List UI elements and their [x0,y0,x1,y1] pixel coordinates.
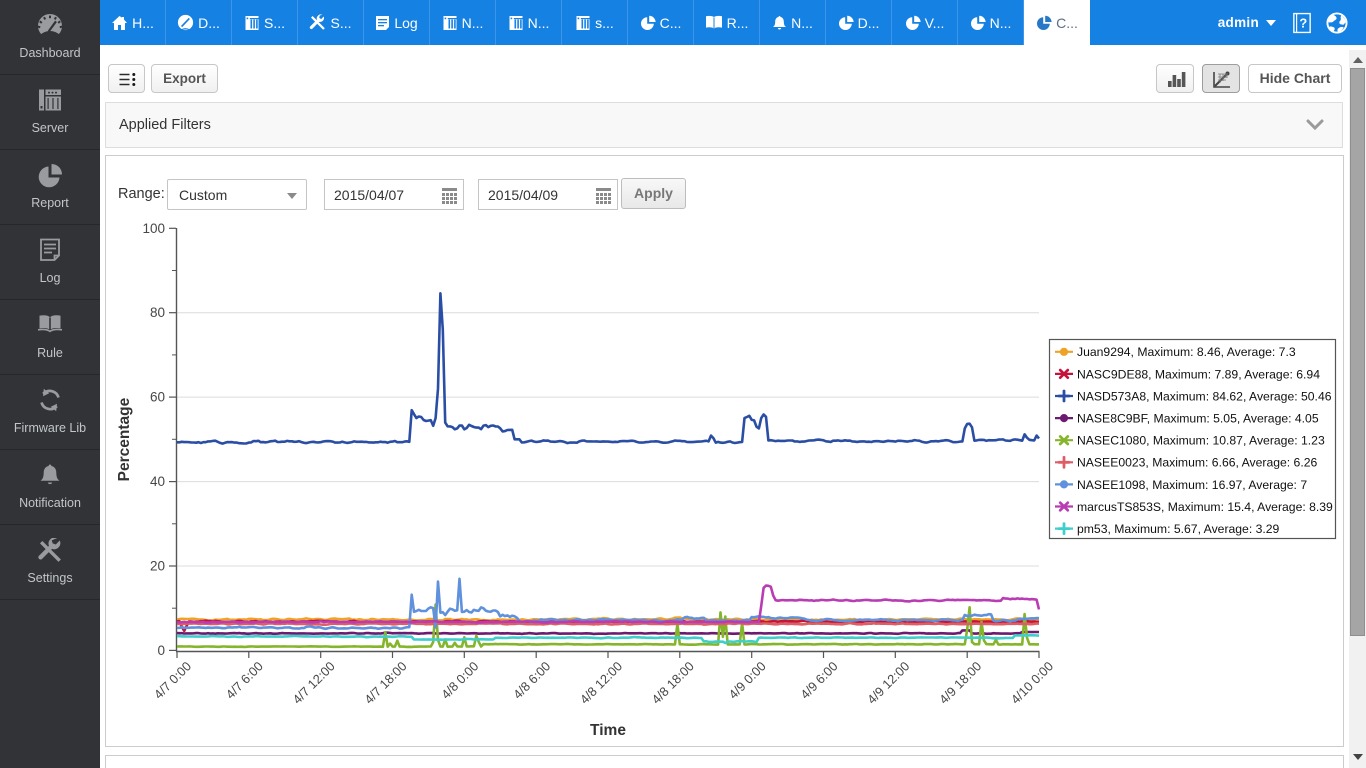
svg-text:4/8 18:00: 4/8 18:00 [649,659,697,707]
svg-text:100: 100 [142,221,165,236]
svg-text:4/9 6:00: 4/9 6:00 [797,659,840,702]
svg-text:4/9 18:00: 4/9 18:00 [936,659,984,707]
svg-text:NASEE1098, Maximum: 16.97, Ave: NASEE1098, Maximum: 16.97, Average: 7 [1077,478,1307,492]
svg-text:4/7 6:00: 4/7 6:00 [223,659,266,702]
svg-text:60: 60 [150,390,165,405]
svg-text:NASE8C9BF, Maximum: 5.05, Aver: NASE8C9BF, Maximum: 5.05, Average: 4.05 [1077,412,1319,426]
svg-text:NASEE0023, Maximum: 6.66, Aver: NASEE0023, Maximum: 6.66, Average: 6.26 [1077,456,1317,470]
svg-text:4/9 12:00: 4/9 12:00 [864,659,912,707]
svg-text:Time: Time [590,722,626,739]
svg-text:4/8 12:00: 4/8 12:00 [577,659,625,707]
svg-text:4/10 0:00: 4/10 0:00 [1008,659,1056,707]
svg-text:4/9 0:00: 4/9 0:00 [726,659,769,702]
svg-text:4/8 6:00: 4/8 6:00 [510,659,553,702]
svg-text:?: ? [1299,15,1307,30]
svg-text:4/7 18:00: 4/7 18:00 [361,659,409,707]
svg-text:0: 0 [157,643,165,658]
svg-text:4/8 0:00: 4/8 0:00 [438,659,481,702]
svg-text:Percentage: Percentage [116,397,133,481]
svg-text:NASD573A8, Maximum: 84.62, Ave: NASD573A8, Maximum: 84.62, Average: 50.4… [1077,389,1332,403]
svg-text:marcusTS853S, Maximum: 15.4, A: marcusTS853S, Maximum: 15.4, Average: 8.… [1077,500,1333,514]
svg-text:20: 20 [150,559,165,574]
svg-text:pm53, Maximum: 5.67, Average:: pm53, Maximum: 5.67, Average: 3.29 [1077,522,1280,536]
svg-text:4/7 12:00: 4/7 12:00 [289,659,337,707]
svg-text:80: 80 [150,305,165,320]
svg-text:4/7 0:00: 4/7 0:00 [151,659,194,702]
svg-text:NASC9DE88, Maximum: 7.89, Aver: NASC9DE88, Maximum: 7.89, Average: 6.94 [1077,367,1320,381]
svg-text:40: 40 [150,474,165,489]
svg-text:Juan9294, Maximum: 8.46, Avera: Juan9294, Maximum: 8.46, Average: 7.3 [1077,345,1296,359]
svg-text:NASEC1080, Maximum: 10.87, Ave: NASEC1080, Maximum: 10.87, Average: 1.23 [1077,434,1325,448]
